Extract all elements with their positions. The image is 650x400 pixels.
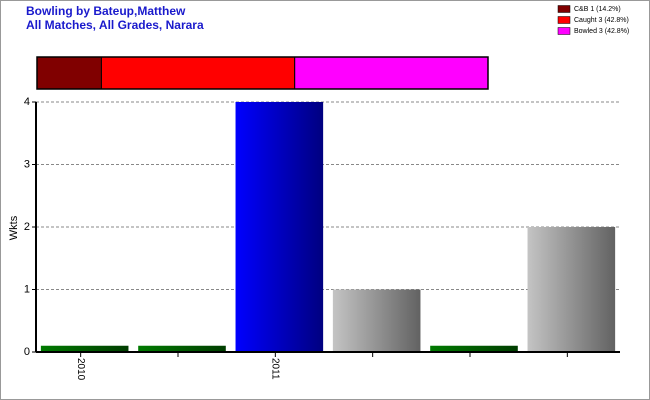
bar (527, 227, 616, 352)
stacked-bar-border (36, 56, 489, 90)
bar (430, 345, 518, 352)
y-axis-label: Wkts (8, 215, 20, 240)
y-tick-label: 0 (24, 346, 30, 358)
segment (294, 56, 489, 90)
y-tick-label: 1 (24, 283, 30, 295)
y-tick-label: 2 (24, 221, 30, 233)
chart-subtitle: All Matches, All Grades, Narara (26, 18, 204, 32)
bar (235, 102, 324, 352)
legend-swatch (557, 27, 571, 35)
x-tick-label: 2010 (75, 358, 86, 381)
legend-label: C&B 1 (14.2%) (574, 6, 621, 13)
segment (100, 56, 296, 90)
y-tick-label: 3 (24, 158, 30, 170)
legend-swatch (557, 16, 571, 24)
chart-title: Bowling by Bateup,Matthew (26, 4, 186, 18)
bar (40, 345, 129, 352)
legend-label: Caught 3 (42.8%) (574, 17, 629, 24)
x-tick-label: 2011 (270, 358, 281, 380)
legend-label: Bowled 3 (42.8%) (574, 28, 629, 35)
bar (332, 289, 421, 352)
segment (36, 56, 102, 90)
legend-swatch (557, 5, 571, 13)
y-tick-label: 4 (24, 96, 30, 108)
bar (138, 345, 226, 352)
